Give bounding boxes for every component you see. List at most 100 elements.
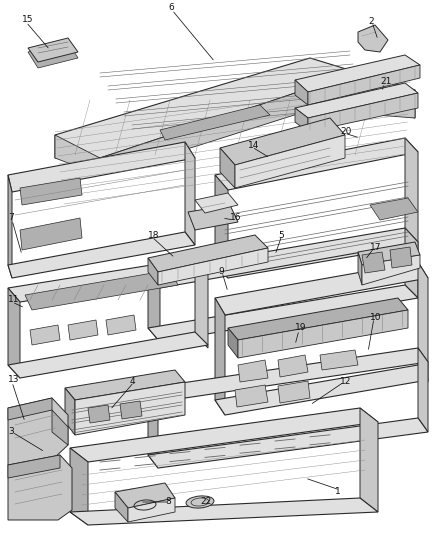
Polygon shape <box>215 232 418 278</box>
Polygon shape <box>148 235 268 272</box>
Polygon shape <box>75 382 185 435</box>
Text: 20: 20 <box>340 127 351 136</box>
Polygon shape <box>295 83 418 118</box>
Polygon shape <box>8 258 208 302</box>
Polygon shape <box>148 348 428 402</box>
Polygon shape <box>8 398 68 465</box>
Polygon shape <box>220 148 235 188</box>
Text: 2: 2 <box>368 18 374 27</box>
Polygon shape <box>148 228 418 288</box>
Polygon shape <box>390 247 412 268</box>
Polygon shape <box>70 408 378 462</box>
Polygon shape <box>52 410 68 445</box>
Polygon shape <box>220 118 345 165</box>
Text: 17: 17 <box>370 244 381 253</box>
Polygon shape <box>8 455 72 520</box>
Polygon shape <box>115 483 175 508</box>
Text: 12: 12 <box>340 377 351 386</box>
Polygon shape <box>228 328 238 358</box>
Polygon shape <box>8 232 195 278</box>
Text: 5: 5 <box>278 230 284 239</box>
Polygon shape <box>20 178 82 205</box>
Polygon shape <box>238 360 268 382</box>
Polygon shape <box>148 258 158 285</box>
Polygon shape <box>188 205 238 230</box>
Polygon shape <box>358 252 362 285</box>
Polygon shape <box>115 492 128 522</box>
Polygon shape <box>358 25 388 52</box>
Polygon shape <box>128 498 175 522</box>
Polygon shape <box>238 310 408 358</box>
Polygon shape <box>55 58 415 158</box>
Polygon shape <box>8 142 195 192</box>
Polygon shape <box>8 455 60 478</box>
Text: 22: 22 <box>200 497 211 506</box>
Polygon shape <box>308 65 420 105</box>
Text: 7: 7 <box>8 214 14 222</box>
Polygon shape <box>195 193 238 213</box>
Polygon shape <box>405 138 418 250</box>
Text: 21: 21 <box>380 77 392 86</box>
Polygon shape <box>148 272 160 342</box>
Polygon shape <box>215 298 225 415</box>
Polygon shape <box>65 388 75 435</box>
Polygon shape <box>148 285 418 342</box>
Polygon shape <box>70 448 88 525</box>
Polygon shape <box>68 320 98 340</box>
Text: 4: 4 <box>130 377 136 386</box>
Polygon shape <box>120 401 142 419</box>
Text: 18: 18 <box>148 230 159 239</box>
Polygon shape <box>418 348 428 432</box>
Text: 6: 6 <box>168 4 174 12</box>
Polygon shape <box>148 418 428 468</box>
Polygon shape <box>358 242 420 265</box>
Polygon shape <box>215 365 428 415</box>
Polygon shape <box>362 255 420 285</box>
Polygon shape <box>25 270 178 310</box>
Polygon shape <box>295 108 308 132</box>
Polygon shape <box>30 325 60 345</box>
Polygon shape <box>370 198 418 220</box>
Polygon shape <box>55 88 415 175</box>
Polygon shape <box>106 315 136 335</box>
Polygon shape <box>160 105 270 140</box>
Polygon shape <box>295 55 420 92</box>
Text: 1: 1 <box>335 488 341 497</box>
Polygon shape <box>278 355 308 377</box>
Polygon shape <box>88 405 110 423</box>
Polygon shape <box>70 498 378 525</box>
Polygon shape <box>158 248 268 285</box>
Polygon shape <box>8 175 12 278</box>
Polygon shape <box>360 408 378 512</box>
Polygon shape <box>8 398 52 420</box>
Ellipse shape <box>186 496 214 508</box>
Text: 11: 11 <box>8 295 20 304</box>
Polygon shape <box>215 262 428 315</box>
Text: 14: 14 <box>248 141 259 149</box>
Text: 10: 10 <box>370 313 381 322</box>
Text: 15: 15 <box>22 15 33 25</box>
Polygon shape <box>185 142 195 245</box>
Polygon shape <box>215 175 228 278</box>
Polygon shape <box>8 332 208 378</box>
Text: 3: 3 <box>8 427 14 437</box>
Text: 9: 9 <box>218 268 224 277</box>
Polygon shape <box>320 350 358 370</box>
Polygon shape <box>228 298 408 340</box>
Polygon shape <box>28 42 78 68</box>
Polygon shape <box>20 218 82 250</box>
Text: 19: 19 <box>295 324 307 333</box>
Text: 8: 8 <box>165 497 171 506</box>
Polygon shape <box>8 288 20 378</box>
Polygon shape <box>418 262 428 382</box>
Text: 13: 13 <box>8 376 20 384</box>
Polygon shape <box>295 80 308 105</box>
Polygon shape <box>148 388 158 468</box>
Polygon shape <box>195 258 208 348</box>
Polygon shape <box>215 138 418 190</box>
Text: 16: 16 <box>230 214 241 222</box>
Polygon shape <box>278 381 310 403</box>
Polygon shape <box>235 135 345 188</box>
Polygon shape <box>235 385 268 407</box>
Polygon shape <box>308 93 418 132</box>
